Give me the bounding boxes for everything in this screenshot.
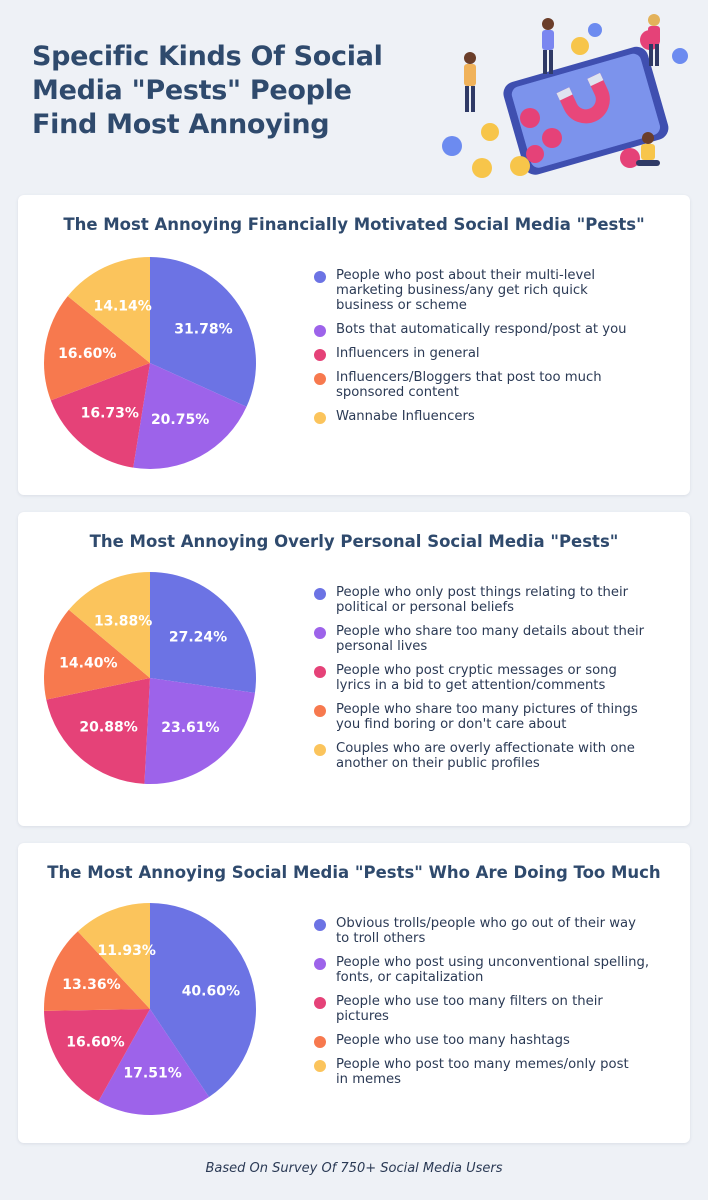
slice-value-label: 27.24%	[169, 629, 227, 645]
slice-value-label: 13.36%	[62, 977, 120, 993]
legend-swatch	[314, 412, 326, 424]
legend-item: People who share too many pictures of th…	[314, 702, 684, 732]
page-title-line: Specific Kinds Of Social	[32, 41, 383, 72]
slice-value-label: 16.60%	[66, 1035, 124, 1051]
pie-chart-doing-too-much: 40.60% 17.51% 16.60% 13.36% 11.93%	[44, 903, 256, 1115]
legend-item: People who use too many filters on their…	[314, 994, 684, 1024]
pie-slice	[150, 572, 256, 693]
legend-swatch	[314, 271, 326, 283]
legend-item: People who post too many memes/only post…	[314, 1057, 684, 1087]
legend-swatch	[314, 373, 326, 385]
legend-financial: People who post about their multi-level m…	[314, 268, 684, 433]
legend-label: People who share too many details about …	[336, 624, 645, 654]
legend-item: People who post about their multi-level m…	[314, 268, 684, 313]
header: Specific Kinds Of Social Media "Pests" P…	[0, 0, 708, 190]
legend-item: People who post using unconventional spe…	[314, 955, 684, 985]
legend-swatch	[314, 666, 326, 678]
legend-label: People who use too many filters on their…	[336, 994, 603, 1024]
legend-label: Influencers/Bloggers that post too much s…	[336, 370, 602, 400]
legend-label: People who post about their multi-level m…	[336, 268, 596, 313]
pie-slice	[46, 678, 151, 784]
legend-item: People who share too many details about …	[314, 624, 684, 654]
legend-label: People who post too many memes/only post…	[336, 1057, 629, 1087]
slice-value-label: 20.88%	[79, 719, 137, 735]
legend-item: Obvious trolls/people who go out of thei…	[314, 916, 684, 946]
chart-title: The Most Annoying Overly Personal Social…	[89, 532, 619, 551]
legend-label: Wannabe Influencers	[336, 409, 475, 424]
footer-note: Based On Survey Of 750+ Social Media Use…	[205, 1161, 503, 1176]
legend-item: People who post cryptic messages or song…	[314, 663, 684, 693]
chart-card-financial: The Most Annoying Financially Motivated …	[18, 195, 690, 495]
pie-slice	[77, 903, 150, 1009]
pie-chart-personal: 27.24% 23.61% 20.88% 14.40% 13.88%	[43, 572, 256, 784]
legend-label: Influencers in general	[336, 346, 480, 361]
page-title-line: Media "Pests" People	[32, 75, 352, 106]
pie-slice	[150, 257, 256, 407]
legend-swatch	[314, 919, 326, 931]
chart-title: The Most Annoying Social Media "Pests" W…	[47, 863, 661, 882]
legend-swatch	[314, 997, 326, 1009]
legend-label: People who share too many pictures of th…	[336, 702, 638, 732]
pie-slice	[44, 1009, 151, 1102]
page-title-line: Find Most Annoying	[32, 109, 330, 140]
pie-slice	[67, 257, 150, 363]
slice-value-label: 17.51%	[123, 1066, 181, 1082]
pie-slice	[68, 572, 150, 678]
slice-value-label: 14.40%	[59, 655, 117, 671]
legend-swatch	[314, 588, 326, 600]
legend-personal: People who only post things relating to …	[314, 585, 684, 780]
pie-slice	[43, 609, 150, 700]
slice-value-label: 16.60%	[58, 346, 116, 362]
pie-slice	[50, 363, 150, 468]
legend-doing-too-much: Obvious trolls/people who go out of thei…	[314, 916, 684, 1096]
chart-card-doing-too-much: The Most Annoying Social Media "Pests" W…	[18, 843, 690, 1143]
chart-title: The Most Annoying Financially Motivated …	[63, 215, 645, 234]
pie-chart-financial: 31.78% 20.75% 16.73% 16.60% 14.14%	[44, 257, 256, 469]
legend-item: Wannabe Influencers	[314, 409, 684, 424]
slice-value-label: 20.75%	[151, 412, 209, 428]
legend-swatch	[314, 325, 326, 337]
legend-item: Influencers in general	[314, 346, 684, 361]
legend-swatch	[314, 705, 326, 717]
social-media-magnet-illustration	[442, 14, 688, 178]
legend-label: Couples who are overly affectionate with…	[336, 741, 635, 771]
pie-slice	[44, 296, 151, 401]
legend-swatch	[314, 1036, 326, 1048]
legend-label: People who only post things relating to …	[336, 585, 629, 615]
legend-label: Obvious trolls/people who go out of thei…	[336, 916, 636, 946]
slice-value-label: 11.93%	[98, 943, 156, 959]
legend-item: Bots that automatically respond/post at …	[314, 322, 684, 337]
legend-label: People who post using unconventional spe…	[336, 955, 650, 985]
legend-item: Couples who are overly affectionate with…	[314, 741, 684, 771]
legend-item: Influencers/Bloggers that post too much s…	[314, 370, 684, 400]
chart-card-personal: The Most Annoying Overly Personal Social…	[18, 512, 690, 826]
legend-swatch	[314, 627, 326, 639]
pie-slice	[144, 678, 255, 784]
pie-slice	[150, 903, 256, 1098]
legend-swatch	[314, 744, 326, 756]
slice-value-label: 13.88%	[94, 613, 152, 629]
slice-value-label: 31.78%	[174, 322, 232, 338]
pie-slice	[98, 1009, 210, 1115]
legend-label: People who use too many hashtags	[336, 1033, 570, 1048]
pie-slice	[44, 931, 150, 1011]
legend-label: Bots that automatically respond/post at …	[336, 322, 627, 337]
slice-value-label: 23.61%	[161, 720, 219, 736]
legend-item: People who only post things relating to …	[314, 585, 684, 615]
legend-swatch	[314, 958, 326, 970]
legend-swatch	[314, 349, 326, 361]
legend-label: People who post cryptic messages or song…	[336, 663, 617, 693]
slice-value-label: 40.60%	[182, 983, 240, 999]
slice-value-label: 16.73%	[81, 405, 139, 421]
slice-value-label: 14.14%	[94, 299, 152, 315]
legend-swatch	[314, 1060, 326, 1072]
page-title: Specific Kinds Of Social Media "Pests" P…	[32, 40, 432, 142]
pie-slice	[133, 363, 247, 469]
legend-item: People who use too many hashtags	[314, 1033, 684, 1048]
